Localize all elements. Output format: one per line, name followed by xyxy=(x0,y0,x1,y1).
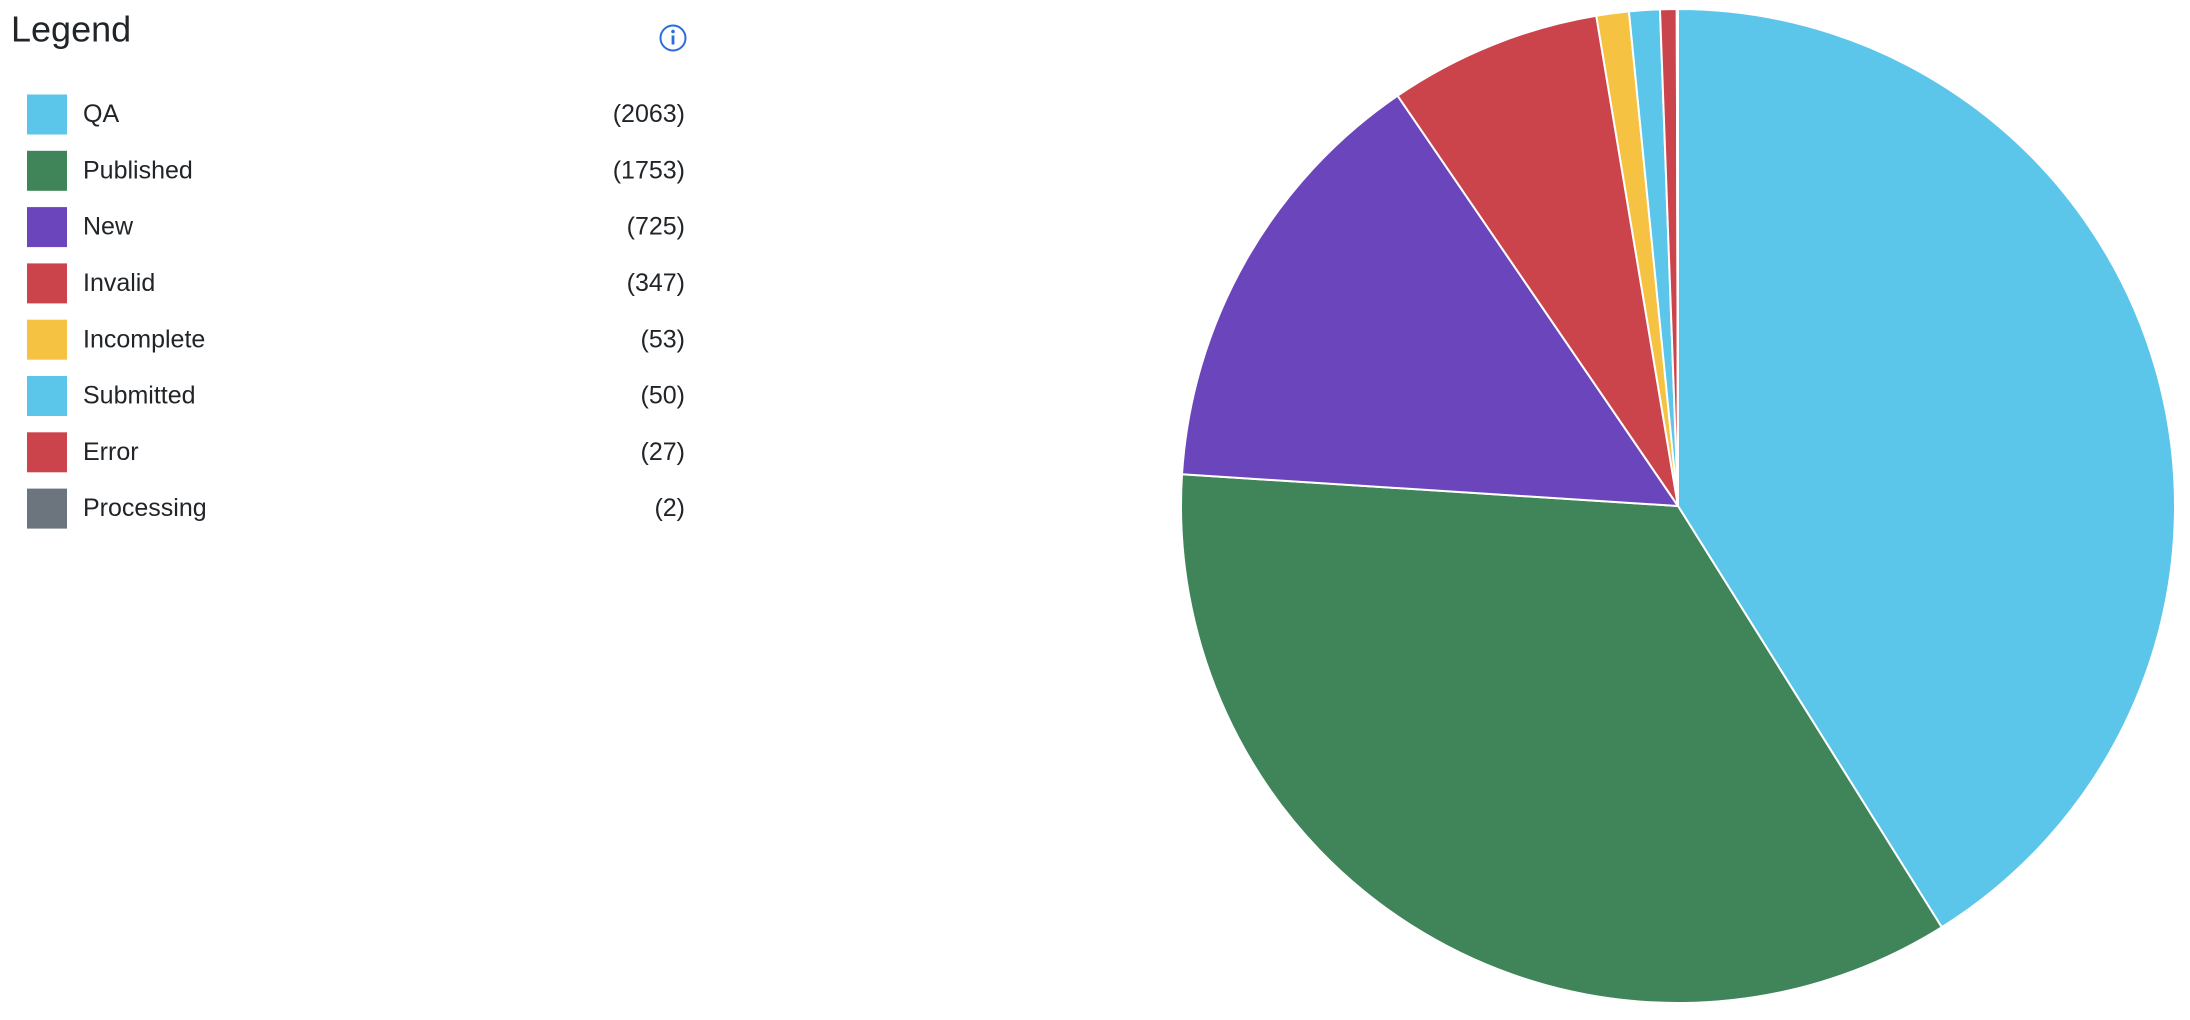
legend-swatch xyxy=(27,150,67,191)
legend-value: (2) xyxy=(654,494,685,522)
legend-value: (27) xyxy=(641,438,685,466)
legend-label: QA xyxy=(83,100,119,128)
legend-value: (1753) xyxy=(613,156,685,184)
legend-value: (53) xyxy=(641,325,685,353)
legend-label: Processing xyxy=(83,494,207,522)
legend-swatch xyxy=(27,488,67,529)
legend-title: Legend xyxy=(11,9,131,50)
legend-label: Incomplete xyxy=(83,325,205,353)
legend-label: Submitted xyxy=(83,382,196,410)
pie-slice xyxy=(1677,8,2176,929)
legend-swatch xyxy=(27,319,67,360)
legend-label: New xyxy=(83,213,134,241)
legend-value: (50) xyxy=(641,382,685,410)
legend-label: Published xyxy=(83,156,193,184)
legend-swatch xyxy=(27,263,67,304)
legend-value: (725) xyxy=(627,213,685,241)
legend-value: (2063) xyxy=(613,100,685,128)
legend-swatch xyxy=(27,432,67,473)
legend-swatch xyxy=(27,376,67,416)
pie-slice xyxy=(1180,473,1943,1005)
legend-value: (347) xyxy=(627,269,685,297)
legend-swatch xyxy=(27,94,67,135)
pie xyxy=(1180,8,2176,1005)
info-icon[interactable] xyxy=(659,24,687,52)
legend: QA (2063) Published (1753) New (725) Invalid (3… xyxy=(27,94,685,529)
legend-label: Error xyxy=(83,438,139,466)
pie-slice xyxy=(1396,14,1679,507)
pie-slice xyxy=(1181,94,1679,507)
legend-swatch xyxy=(27,207,67,248)
pie-slice xyxy=(1675,8,1679,507)
legend-label: Invalid xyxy=(83,269,155,297)
